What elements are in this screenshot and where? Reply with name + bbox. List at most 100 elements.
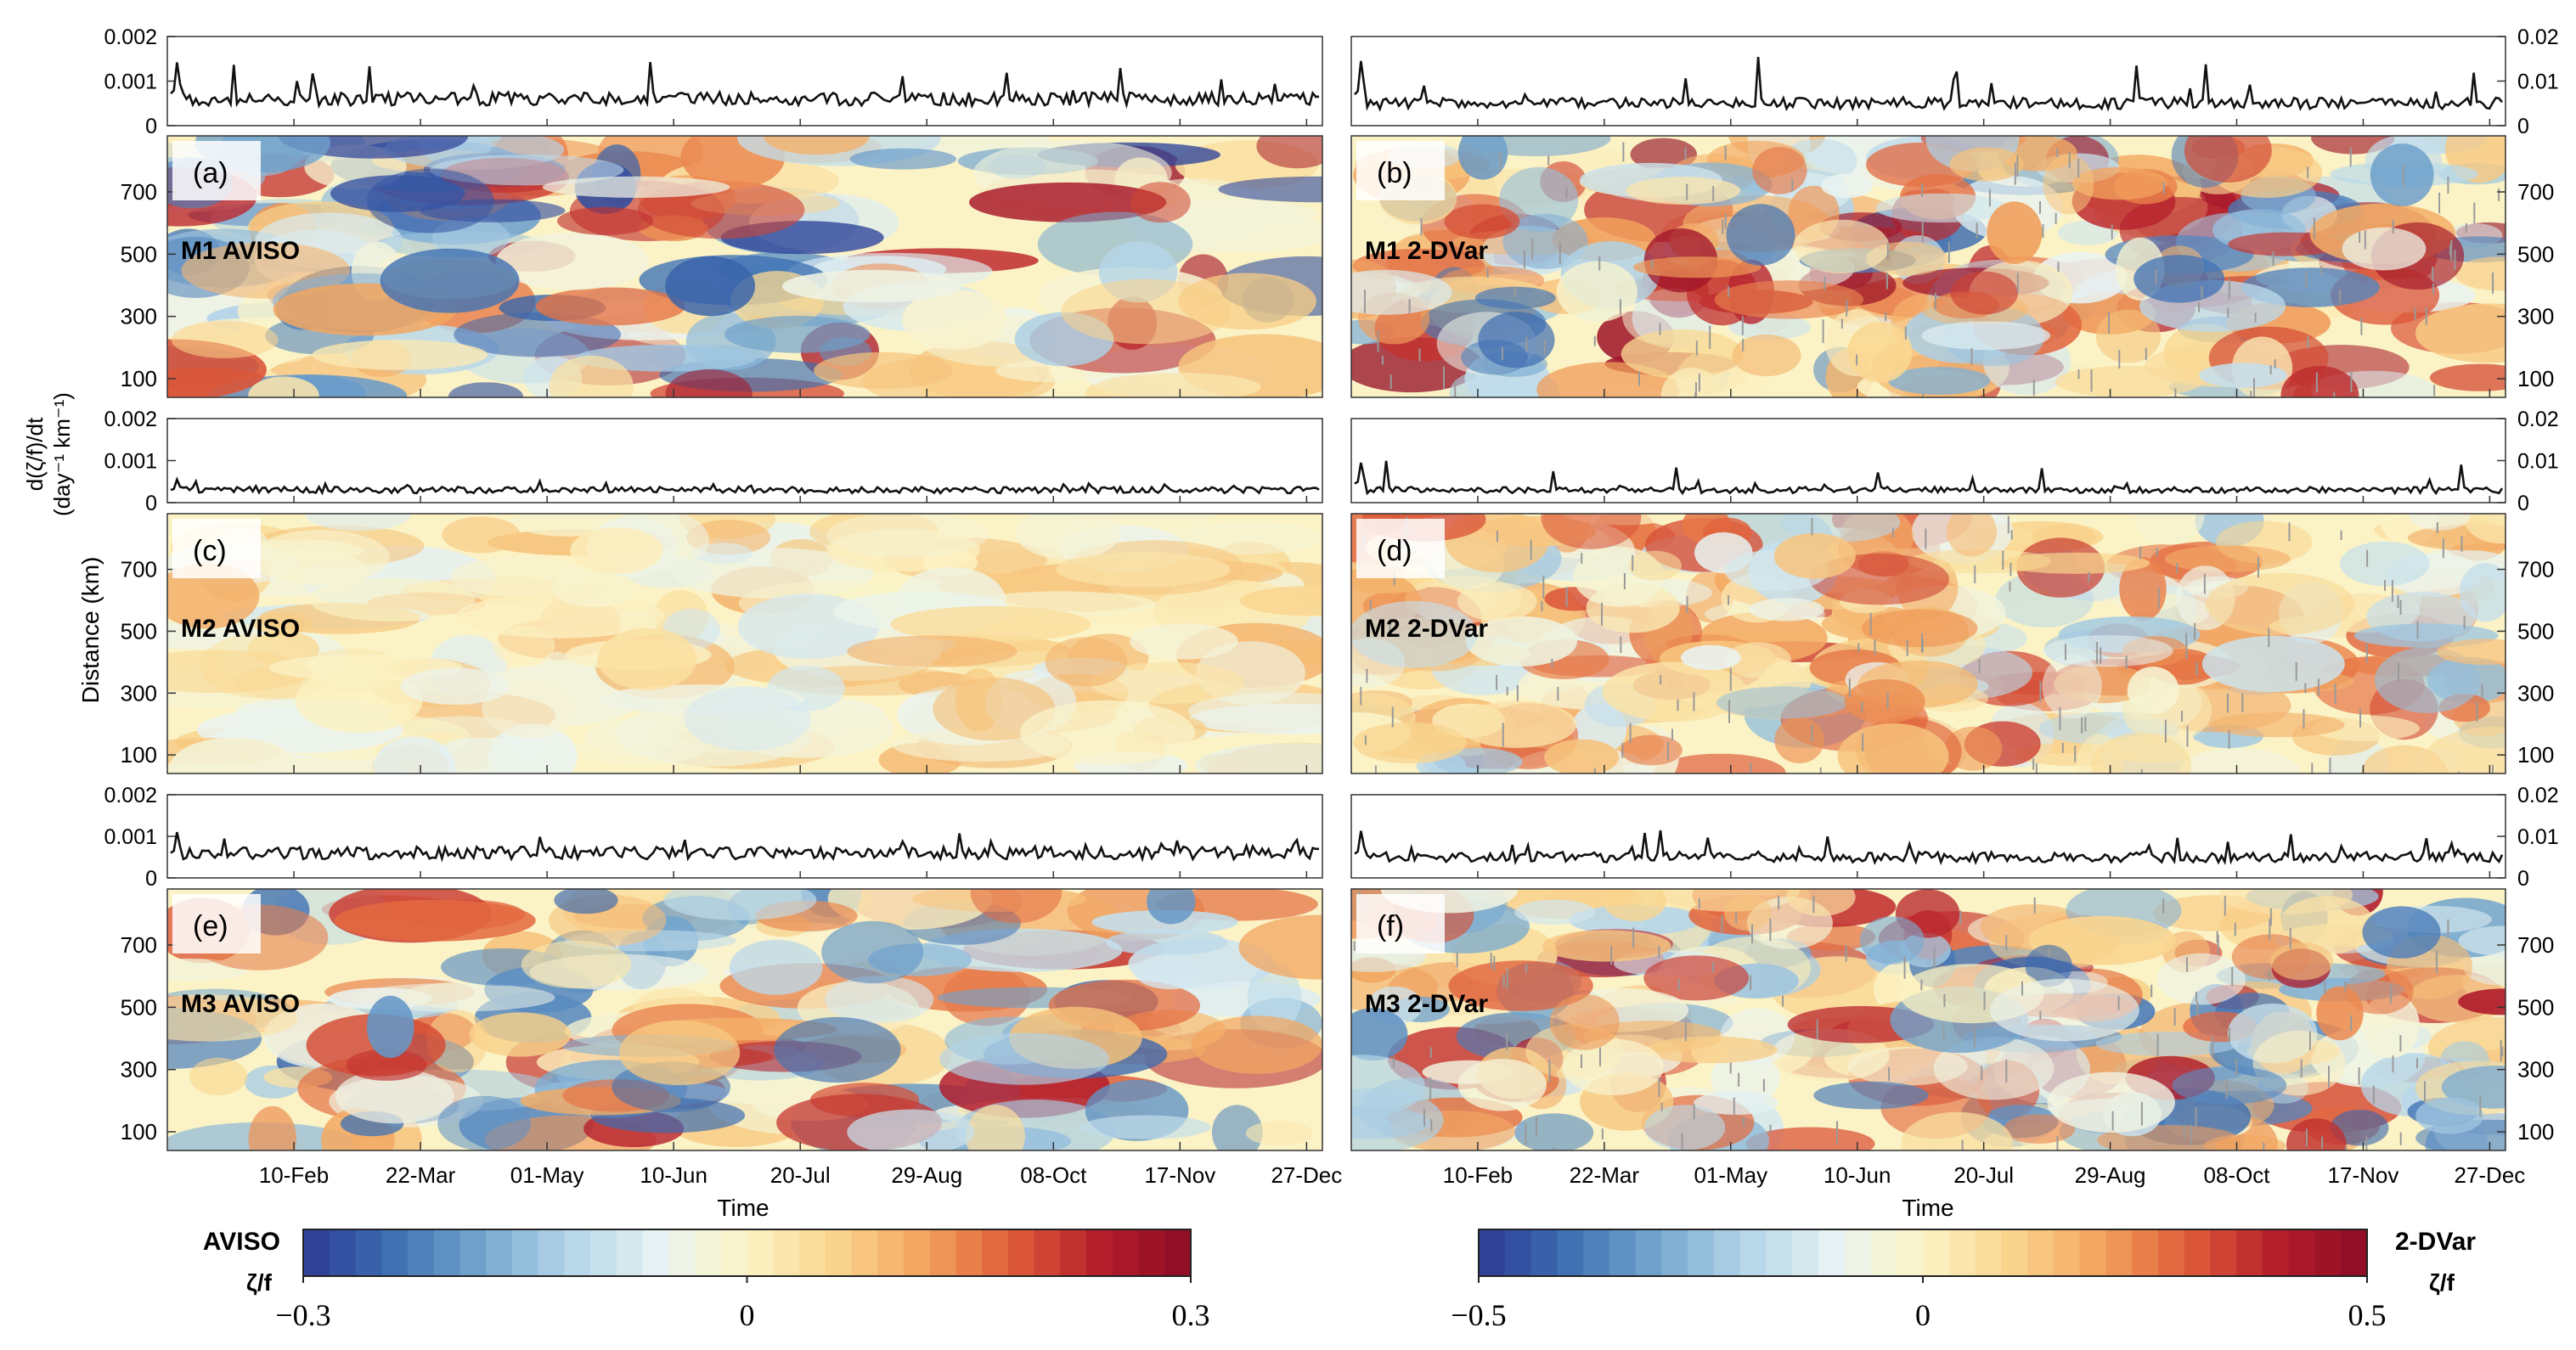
vorticity-patch [1187, 692, 1322, 728]
colorbar-segment [1713, 1229, 1741, 1276]
vorticity-patch [2286, 1118, 2347, 1150]
distance-tick-label: 500 [2517, 994, 2554, 1020]
colorbar-segment [1007, 1229, 1035, 1276]
derivative-tick-label: 0.02 [2517, 784, 2559, 807]
vorticity-patch [2156, 953, 2246, 1005]
colorbar-segment [2341, 1229, 2368, 1276]
vorticity-patch [442, 516, 521, 554]
colorbar-segment [1635, 1229, 1662, 1276]
vorticity-patch [1218, 176, 1322, 203]
vorticity-patch [1861, 609, 1978, 648]
vorticity-patch [849, 148, 956, 170]
vorticity-patch [1351, 600, 1478, 668]
vorticity-patch [437, 1095, 532, 1150]
vorticity-patch [2370, 143, 2434, 206]
vorticity-patch [2072, 166, 2167, 200]
colorbar-segment [1870, 1229, 1897, 1276]
panel-tag: (c) [193, 535, 227, 567]
vorticity-patch [890, 605, 1091, 643]
distance-tick-label: 100 [2517, 742, 2554, 768]
time-tick-label: 10-Feb [1443, 1162, 1513, 1188]
derivative-axis-label-line2: (day⁻¹ km⁻¹) [49, 392, 75, 516]
panel-tag: (f) [1377, 910, 1404, 942]
time-tick-label: 01-May [510, 1162, 584, 1188]
vorticity-patch [1888, 367, 1991, 395]
colorbar-segment [1688, 1229, 1715, 1276]
vorticity-patch [1191, 1015, 1322, 1074]
derivative-frame [1350, 794, 2506, 879]
vorticity-patch [1748, 598, 1824, 622]
vorticity-patch [1195, 743, 1322, 773]
vorticity-patch [2025, 944, 2072, 987]
vorticity-patch [1542, 930, 1671, 962]
colorbar-segment [929, 1229, 956, 1276]
colorbar-segment [1086, 1229, 1113, 1276]
vorticity-patch [2415, 303, 2506, 363]
vorticity-patch [1726, 204, 1795, 266]
panel-title: M2 AVISO [181, 615, 300, 643]
vorticity-patch [1946, 514, 1997, 557]
vorticity-patch [684, 686, 811, 751]
vorticity-patch [966, 1105, 1025, 1150]
vorticity-patch [1950, 271, 2018, 315]
panel-title: M3 2-DVar [1365, 990, 1488, 1018]
vorticity-patch [1147, 889, 1196, 925]
vorticity-patch [1256, 136, 1322, 169]
colorbar-segment [720, 1229, 748, 1276]
heatmap [1351, 889, 2506, 1150]
derivative-tick-label: 0.01 [2517, 70, 2559, 94]
colorbar-segment [2001, 1229, 2028, 1276]
panel-d: 100 300 500 700 (d) M2 2-DVar 0 0.01 0.02 [1350, 408, 2559, 774]
vorticity-patch [1837, 723, 1949, 773]
vorticity-patch [2316, 986, 2364, 1041]
distance-tick-label: 700 [2517, 932, 2554, 958]
vorticity-patch [346, 1049, 427, 1081]
colorbar-segment [773, 1229, 800, 1276]
vorticity-patch [1643, 955, 1750, 1001]
time-axis-label-right: Time [1902, 1195, 1953, 1221]
colorbar-segment [1844, 1229, 1872, 1276]
colorbar-segment [668, 1229, 696, 1276]
vorticity-patch [692, 543, 753, 565]
colorbar-segment [825, 1229, 853, 1276]
vorticity-patch [2127, 667, 2179, 715]
vorticity-patch [2134, 255, 2225, 303]
distance-tick-label: 700 [121, 179, 157, 205]
heatmap-frame [1350, 513, 2506, 774]
colorbar-segment [590, 1229, 617, 1276]
colorbar-segment [1609, 1229, 1637, 1276]
vorticity-patch [1859, 916, 1925, 965]
vorticity-patch [1660, 368, 1722, 397]
panel-f: 100 300 500 700 (f) M3 2-DVar 0 0.01 0.02 10-Feb 2… [1350, 784, 2559, 1188]
colorbar-segment [1792, 1229, 1819, 1276]
vorticity-patch [1723, 895, 1773, 931]
derivative-frame [166, 418, 1323, 503]
vorticity-patch [482, 678, 579, 739]
vorticity-patch [1247, 964, 1302, 1032]
vorticity-patch [618, 1020, 741, 1086]
colorbar-segment [982, 1229, 1009, 1276]
panel-tag-box [172, 894, 261, 953]
colorbar-segment [2314, 1229, 2342, 1276]
vorticity-patch [308, 577, 476, 622]
colorbar-tick-label: −0.3 [275, 1298, 330, 1332]
distance-axis-label: Distance (km) [77, 557, 104, 704]
vorticity-patch [1444, 204, 1520, 239]
vorticity-patch [2000, 552, 2150, 574]
colorbar-segment [2236, 1229, 2263, 1276]
vorticity-patch [2119, 557, 2167, 622]
vorticity-patch [2362, 906, 2441, 959]
vorticity-patch [1626, 177, 1741, 205]
derivative-tick-label: 0 [2517, 492, 2529, 515]
colorbar-segment [355, 1229, 382, 1276]
vorticity-patch [1091, 661, 1245, 704]
colorbar-segment [381, 1229, 409, 1276]
vorticity-patch [535, 287, 685, 326]
distance-tick-label: 300 [2517, 304, 2554, 329]
vorticity-patch [1096, 373, 1261, 397]
vorticity-patch [189, 1057, 248, 1096]
time-tick-label: 20-Jul [770, 1162, 831, 1188]
colorbars: −0.3 0 0.3 AVISO ζ/f −0.5 0 0.5 2-DVar ζ/f [203, 1228, 2477, 1332]
vorticity-patch [2280, 366, 2359, 397]
distance-tick-label: 100 [2517, 366, 2554, 391]
